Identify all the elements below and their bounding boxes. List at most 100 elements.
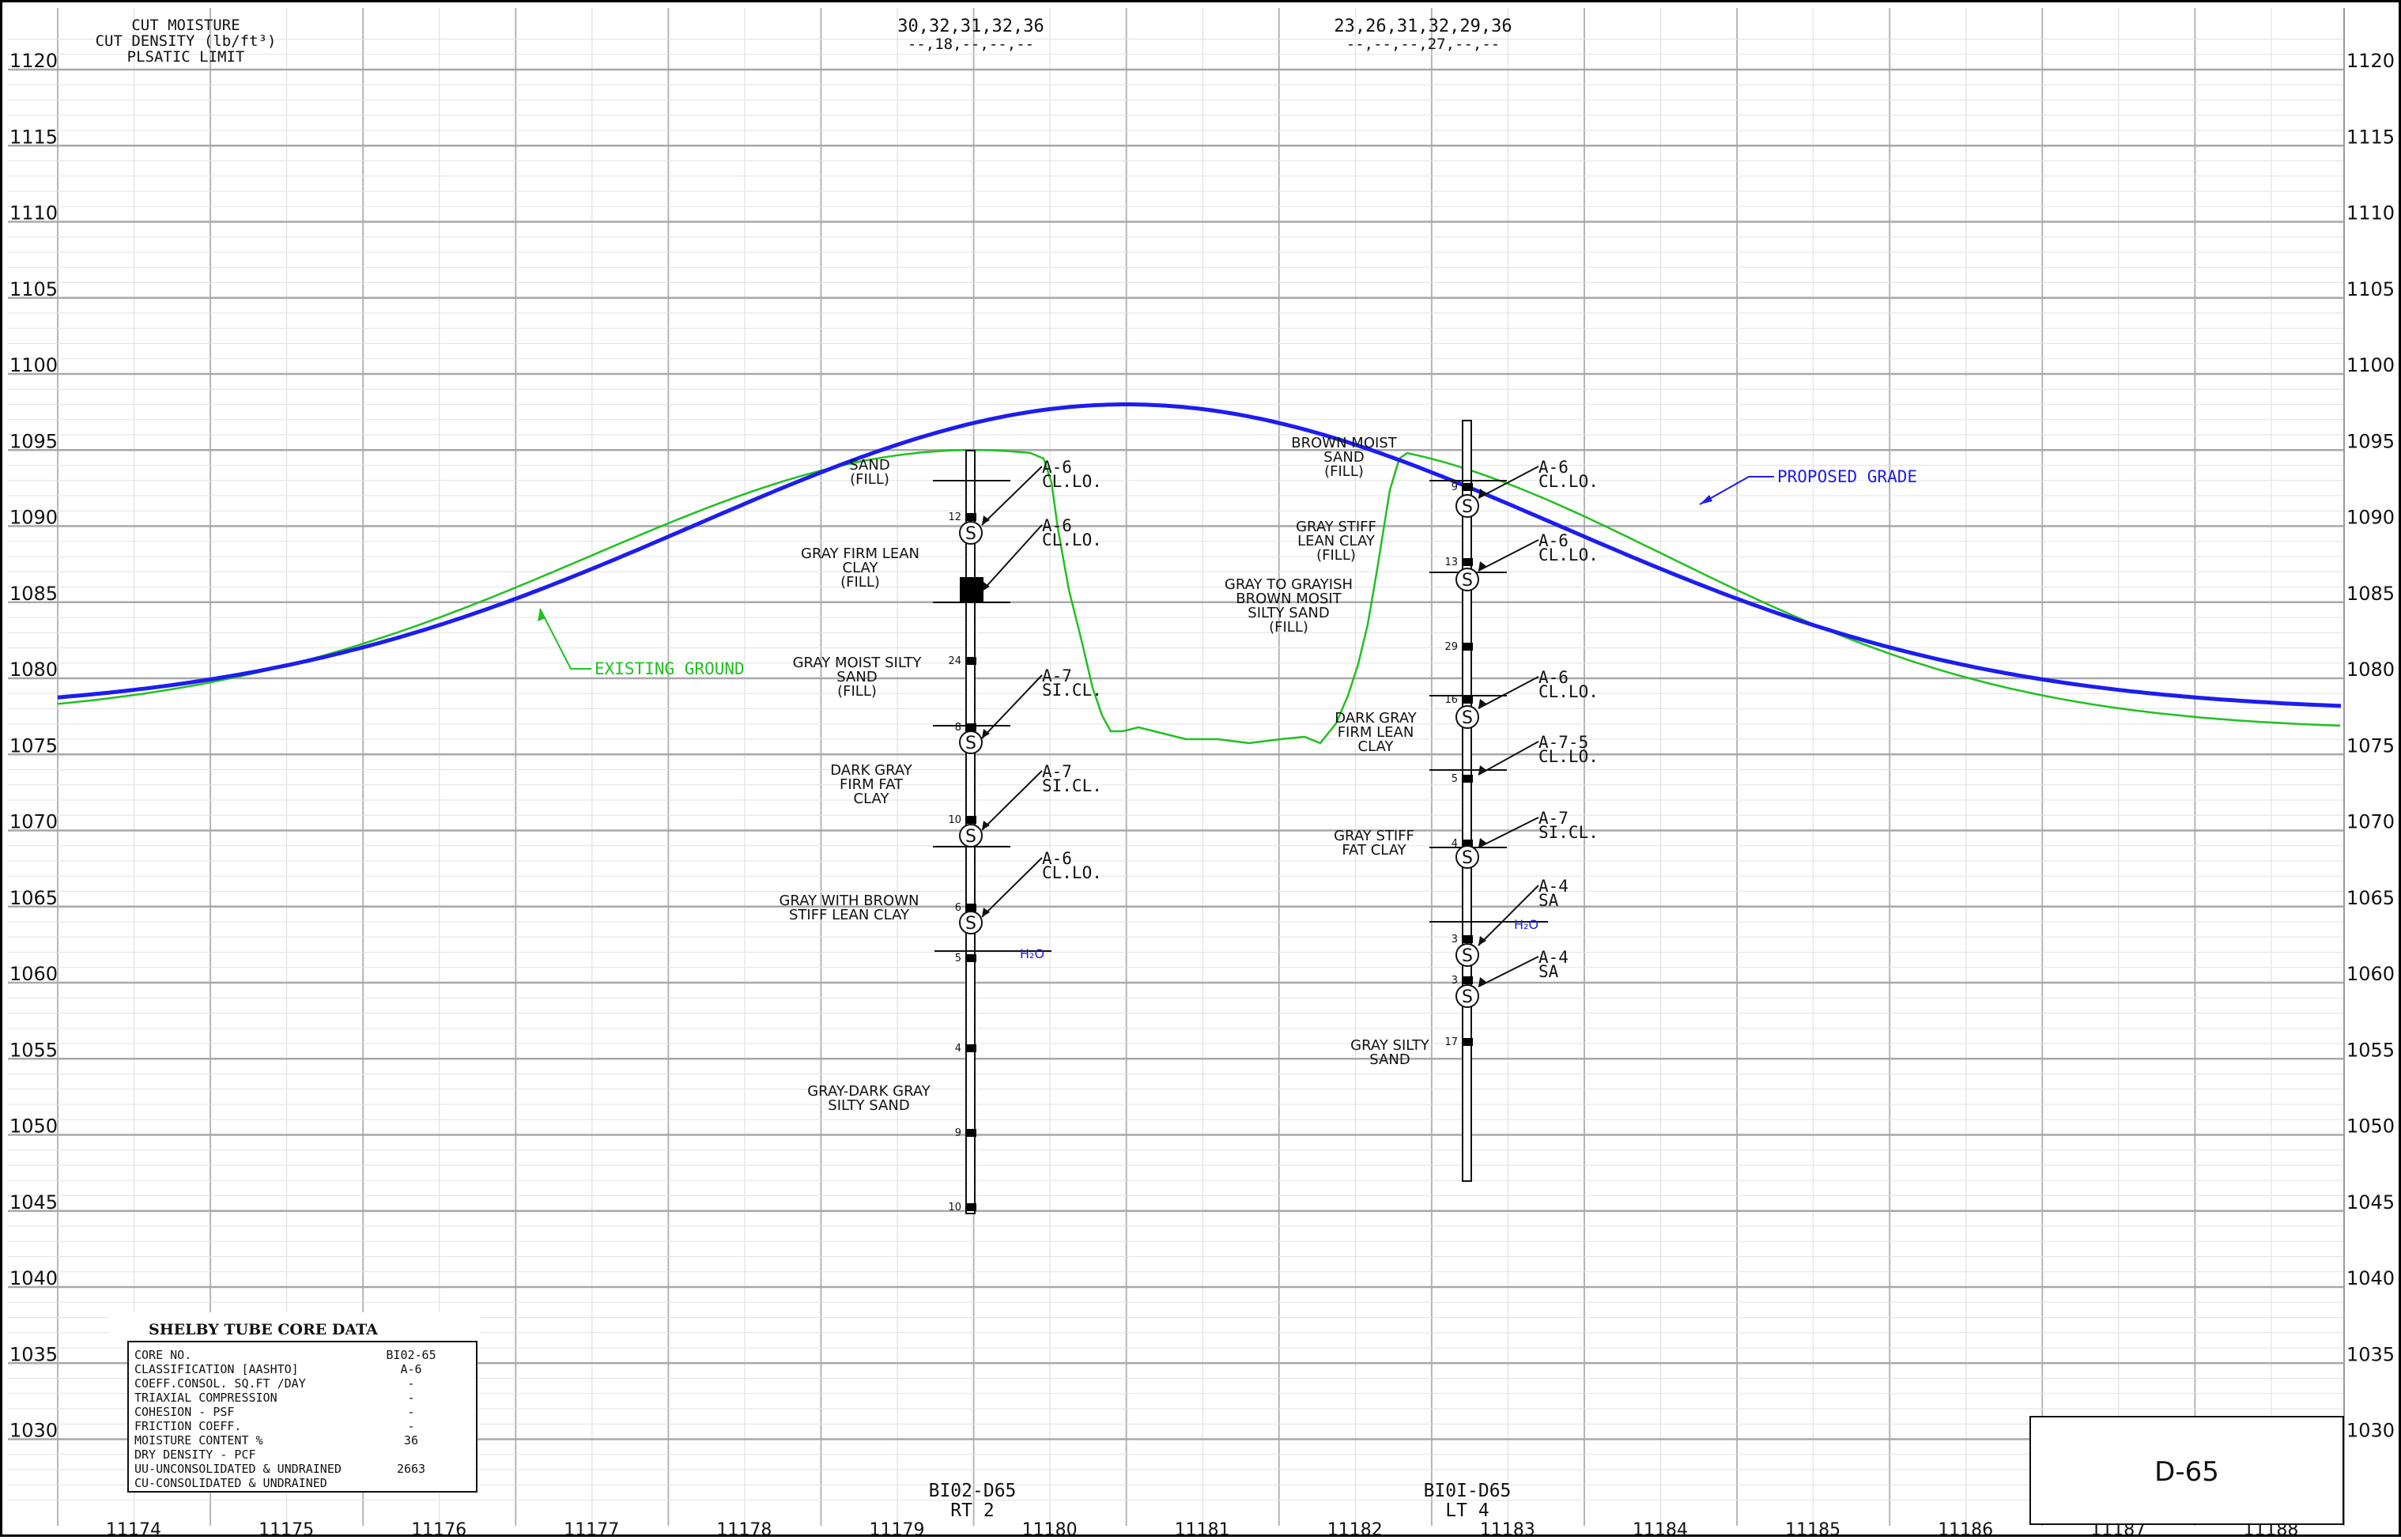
blow-count: 10 [948, 1202, 961, 1214]
elevation-label-left: 1110 [9, 202, 58, 225]
station-label: 11178 [716, 1520, 772, 1537]
header-legend: CUT MOISTURE CUT DENSITY (lb/ft³) PLSATI… [96, 17, 277, 66]
existing-ground-line [57, 449, 2341, 745]
core-table-row-label: TRIAXIAL COMPRESSION [134, 1391, 277, 1405]
soil-description: LEAN CLAY [1297, 533, 1376, 549]
elevation-label-left: 1040 [9, 1267, 58, 1289]
blow-count: 16 [1444, 694, 1458, 706]
classification-desc: SI.CL. [1538, 823, 1599, 842]
existing-ground-arrow [538, 609, 546, 621]
bore2-lab-values: 23,26,31,32,29,36 --,--,--,27,--,-- [1334, 17, 1512, 53]
elevation-label-left: 1100 [9, 354, 58, 376]
blow-count: 9 [955, 1127, 961, 1139]
shelby-sample-symbol: S [965, 734, 976, 753]
shelby-tube-core-data: SHELBY TUBE CORE DATA CORE NO. BI02-65 CLA… [109, 1312, 481, 1493]
shelby-sample-symbol: S [1462, 708, 1473, 728]
spt-sample-mark [1462, 643, 1473, 651]
classification-leader [1478, 539, 1539, 572]
classification-code: A-4 [1538, 948, 1569, 967]
classification-leader [1478, 676, 1539, 709]
shelby-sample-symbol: S [965, 524, 976, 544]
boring-b101-classifications: A-6CL.LO.A-6CL.LO.A-6CL.LO.A-7-5CL.LO.A-… [1478, 458, 1599, 987]
classification-leader [1478, 956, 1539, 987]
soil-description: SILTY SAND [1248, 605, 1329, 621]
classification-code: A-6 [1042, 458, 1072, 477]
soil-description: FIRM LEAN [1338, 724, 1414, 741]
station-label: 11183 [1480, 1520, 1535, 1537]
station-label: 11186 [1938, 1520, 1993, 1537]
elevation-label-left: 1045 [9, 1191, 58, 1214]
elevation-label-right: 1085 [2346, 583, 2395, 605]
spt-sample-mark [965, 904, 976, 912]
soil-description: SILTY SAND [828, 1097, 909, 1114]
core-table-row-label: CLASSIFICATION [AASHTO] [134, 1362, 299, 1376]
bore1-lab-values: 30,32,31,32,36 --,18,--,--,-- --,18,--,-… [897, 17, 1044, 53]
boring-b102-sample-marks: 12 24 8 10 6 5 4 9 10 [948, 511, 976, 1214]
soil-description: BROWN MOSIT [1236, 591, 1342, 607]
blow-count: 17 [1444, 1036, 1458, 1048]
proposed-grade-callout: PROPOSED GRADE [1699, 467, 1917, 505]
station-label: 11179 [870, 1520, 925, 1537]
soil-description: SAND [836, 669, 877, 685]
blow-count: 8 [955, 722, 961, 734]
classification-code: A-7 [1042, 762, 1072, 781]
legend-plastic-limit: PLSATIC LIMIT [127, 48, 245, 66]
station-label: 11180 [1022, 1520, 1078, 1537]
spt-sample-mark [1462, 558, 1473, 566]
classification-desc: CL.LO. [1538, 682, 1599, 701]
core-table-row-label: CU-CONSOLIDATED & UNDRAINED [134, 1476, 327, 1490]
classification-code: A-6 [1538, 458, 1569, 477]
shelby-sample-icon [1455, 568, 1479, 591]
title-block-box [2029, 1416, 2344, 1525]
spt-sample-mark [1462, 696, 1473, 704]
elevation-label-right: 1105 [2346, 278, 2395, 300]
boring-b102-offset: RT 2 [950, 1500, 994, 1521]
soil-description: GRAY SILTY [1350, 1037, 1430, 1054]
shelby-sample-icon [959, 911, 983, 934]
soil-description: DARK GRAY [830, 762, 913, 779]
classification-desc: CL.LO. [1042, 530, 1102, 549]
classification-arrow [1478, 489, 1486, 498]
soil-description: (FILL) [840, 574, 880, 591]
classification-arrow [1478, 936, 1486, 946]
spt-sample-mark [1462, 775, 1473, 783]
boring-b101-column [1462, 420, 1472, 1182]
classification-arrow [982, 729, 990, 738]
soil-description: (FILL) [1269, 619, 1308, 636]
blow-count: 3 [1452, 934, 1458, 946]
shelby-sample-icon [1455, 494, 1479, 518]
blow-count: 3 [1452, 975, 1458, 987]
elevation-label-left: 1060 [9, 963, 58, 985]
classification-desc: SI.CL. [1042, 681, 1102, 700]
shelby-sample-symbol: S [965, 914, 976, 934]
existing-ground-leader [539, 608, 591, 670]
spt-sample-mark [965, 723, 976, 731]
shelby-sample-icon [1455, 943, 1479, 967]
classification-arrow [982, 908, 990, 917]
spt-sample-mark [965, 816, 976, 824]
core-table-row-value: - [407, 1376, 414, 1391]
classification-code: A-6 [1042, 516, 1072, 535]
classification-arrow [1478, 977, 1486, 987]
soil-description: STIFF LEAN CLAY [789, 907, 910, 923]
spt-sample-mark [1462, 1038, 1473, 1046]
spt-sample-mark [965, 954, 976, 962]
classification-arrow [982, 582, 990, 591]
shelby-sample-symbol: S [1462, 497, 1473, 517]
core-table-row-value: 2663 [397, 1462, 425, 1476]
soil-description: (FILL) [1324, 463, 1364, 480]
shelby-sample-icon [1455, 705, 1479, 729]
classification-desc: CL.LO. [1538, 472, 1599, 491]
existing-ground-label: EXISTING GROUND [595, 659, 745, 678]
classification-desc: CL.LO. [1042, 472, 1102, 491]
elevation-label-right: 1040 [2346, 1267, 2395, 1289]
blow-count: 24 [948, 655, 961, 667]
classification-arrow [1478, 838, 1486, 847]
soil-description: (FILL) [1316, 547, 1356, 564]
boring-b101-id: BI0I-D65 [1424, 1481, 1512, 1501]
elevation-label-left: 1080 [9, 659, 58, 681]
soil-description: CLAY [1358, 738, 1395, 755]
